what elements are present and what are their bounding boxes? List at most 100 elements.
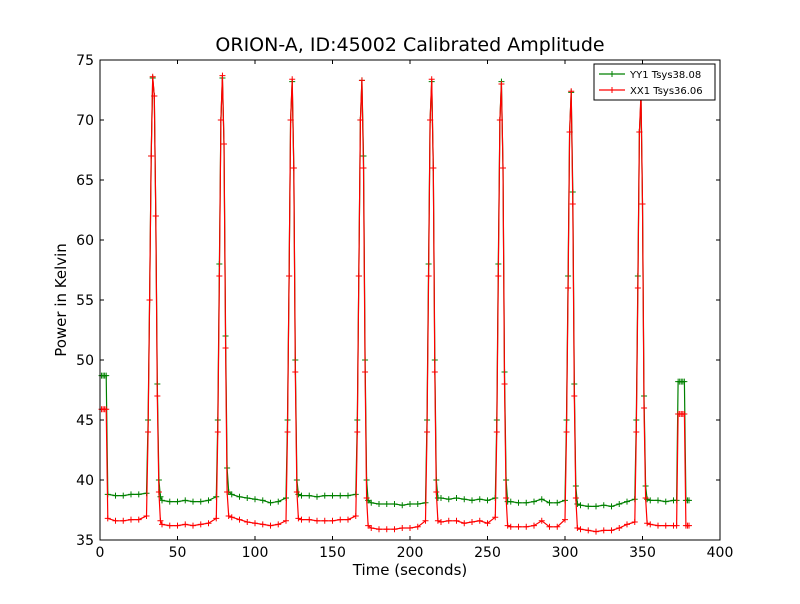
data-point bbox=[577, 502, 584, 509]
data-point bbox=[504, 522, 511, 529]
data-point bbox=[252, 520, 258, 527]
data-point bbox=[399, 525, 406, 531]
data-point bbox=[213, 515, 220, 522]
legend-box bbox=[593, 63, 716, 101]
data-point bbox=[493, 429, 500, 435]
data-point bbox=[500, 165, 506, 171]
data-point bbox=[673, 522, 680, 529]
data-point bbox=[275, 521, 282, 528]
x-tick-label: 50 bbox=[169, 545, 187, 561]
data-point bbox=[433, 489, 440, 495]
data-point bbox=[616, 525, 623, 531]
data-point bbox=[572, 495, 579, 501]
data-point bbox=[469, 497, 475, 504]
y-tick-label: 55 bbox=[76, 293, 94, 309]
data-point bbox=[562, 516, 568, 523]
data-point bbox=[321, 492, 328, 499]
data-point bbox=[128, 491, 134, 498]
data-point bbox=[515, 499, 522, 506]
data-point bbox=[292, 369, 299, 375]
data-point bbox=[259, 497, 266, 504]
data-point bbox=[298, 516, 305, 523]
data-point bbox=[407, 525, 413, 531]
data-point bbox=[146, 297, 153, 303]
data-point bbox=[166, 498, 173, 505]
data-point bbox=[585, 503, 592, 510]
data-point bbox=[428, 76, 435, 83]
data-point bbox=[222, 345, 229, 351]
data-point bbox=[337, 492, 344, 499]
data-point bbox=[283, 517, 289, 524]
data-point bbox=[135, 516, 142, 523]
data-point bbox=[593, 503, 599, 510]
data-point bbox=[647, 497, 654, 504]
data-point bbox=[438, 495, 444, 501]
data-point bbox=[577, 526, 584, 533]
x-tick-label: 350 bbox=[629, 545, 656, 561]
data-point bbox=[244, 495, 251, 501]
data-point bbox=[197, 521, 204, 528]
y-tick-label: 45 bbox=[76, 413, 94, 429]
data-point bbox=[365, 522, 372, 529]
data-point bbox=[289, 76, 296, 83]
data-point bbox=[166, 522, 173, 529]
data-point bbox=[546, 499, 553, 506]
data-point bbox=[154, 393, 161, 399]
legend-marker bbox=[609, 87, 615, 93]
data-point bbox=[414, 501, 421, 507]
x-tick-label: 0 bbox=[96, 545, 105, 561]
data-point bbox=[523, 499, 530, 506]
data-point bbox=[496, 117, 503, 123]
legend-label: YY1 Tsys38.08 bbox=[629, 70, 701, 81]
data-point bbox=[425, 273, 432, 279]
data-point bbox=[284, 429, 291, 435]
data-point bbox=[360, 165, 367, 171]
data-point bbox=[662, 522, 669, 529]
data-point bbox=[112, 492, 119, 499]
data-point bbox=[221, 141, 227, 147]
data-point bbox=[554, 499, 561, 506]
data-point bbox=[345, 492, 351, 499]
data-point bbox=[431, 369, 438, 375]
data-point bbox=[135, 491, 142, 498]
data-point bbox=[267, 499, 274, 506]
data-point bbox=[143, 513, 150, 519]
data-point bbox=[128, 516, 134, 523]
y-tick-label: 50 bbox=[76, 353, 94, 369]
data-point bbox=[362, 369, 369, 375]
data-point bbox=[157, 517, 164, 524]
data-point bbox=[112, 517, 119, 524]
y-axis-label: Power in Kelvin bbox=[52, 243, 70, 357]
y-tick-label: 75 bbox=[76, 53, 94, 69]
data-point bbox=[565, 285, 572, 291]
data-point bbox=[329, 492, 336, 499]
data-point bbox=[236, 493, 243, 500]
data-point bbox=[624, 498, 630, 505]
data-point bbox=[641, 405, 648, 411]
data-point bbox=[155, 489, 162, 495]
data-point bbox=[469, 519, 475, 525]
data-point bbox=[120, 492, 127, 499]
data-point bbox=[216, 273, 223, 279]
legend-label: XX1 Tsys36.06 bbox=[630, 86, 703, 97]
data-point bbox=[352, 513, 359, 519]
data-point bbox=[624, 521, 630, 528]
data-point bbox=[399, 502, 406, 509]
data-point bbox=[306, 492, 313, 499]
data-point bbox=[427, 117, 434, 123]
data-point bbox=[391, 526, 398, 533]
data-point bbox=[267, 522, 274, 529]
x-tick-label: 150 bbox=[319, 545, 346, 561]
data-point bbox=[259, 521, 266, 528]
data-point bbox=[219, 72, 226, 79]
data-point bbox=[492, 514, 499, 521]
y-tick-label: 70 bbox=[76, 113, 94, 129]
data-point bbox=[205, 520, 212, 527]
data-point bbox=[424, 429, 431, 435]
data-point bbox=[103, 406, 110, 413]
data-point bbox=[354, 429, 361, 435]
data-point bbox=[634, 285, 641, 291]
data-point bbox=[453, 495, 460, 501]
data-point bbox=[566, 129, 573, 135]
